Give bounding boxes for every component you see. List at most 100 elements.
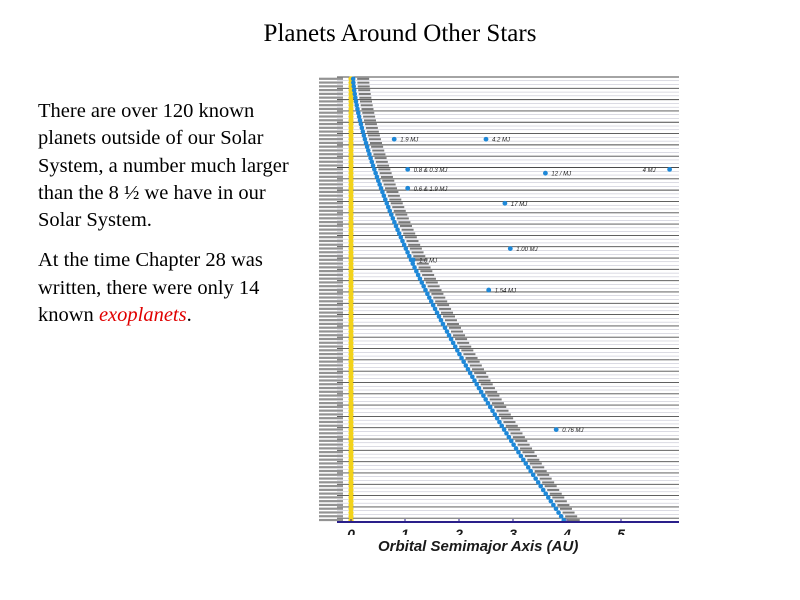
star-dot (348, 336, 354, 342)
star-name-mark (319, 134, 343, 137)
star-name-mark (319, 281, 343, 284)
planet-dot (436, 314, 442, 319)
mass-label-mark (431, 292, 444, 295)
mass-label-mark (459, 345, 472, 348)
star-dot (348, 351, 354, 357)
mass-label-mark (485, 390, 498, 393)
planet-dot (492, 412, 498, 417)
planet-dot (351, 84, 357, 89)
mass-label-mark (534, 470, 547, 473)
planet-dot (405, 166, 411, 172)
star-dot (348, 313, 354, 320)
planet-dot (487, 404, 493, 410)
mass-label-mark (441, 311, 454, 314)
star-name-mark (319, 115, 343, 118)
star-name-mark (319, 375, 343, 378)
mass-label-mark (539, 477, 552, 480)
star-name-mark (319, 364, 343, 367)
planet-dot (483, 136, 489, 142)
star-name-mark (319, 488, 343, 491)
planet-dot (556, 510, 561, 515)
planet-dot (481, 393, 486, 398)
mass-label: 1.00 MJ (516, 247, 538, 253)
mass-label-mark (411, 251, 424, 254)
star-dot (348, 125, 354, 131)
star-dot (348, 249, 354, 255)
planet-dot (357, 118, 363, 123)
star-name-mark (319, 402, 343, 405)
star-dot (348, 219, 354, 225)
planet-dot (393, 223, 399, 229)
star-name-mark (319, 77, 343, 80)
x-tick-label: 4 (562, 526, 571, 535)
star-name-mark (319, 262, 343, 265)
star-name-mark (319, 484, 343, 488)
planet-dot (432, 306, 438, 312)
planet-dot (513, 446, 519, 451)
planet-dot (667, 166, 672, 172)
planet-dot (415, 272, 421, 278)
planet-dot (419, 280, 425, 285)
star-name-mark (319, 413, 343, 416)
mass-label-mark (520, 447, 533, 450)
mass-label-mark (532, 466, 545, 469)
planet-dot (425, 291, 430, 297)
mass-label: 1.0 MJ (419, 258, 438, 264)
mass-label-mark (527, 458, 540, 461)
star-dot (348, 268, 354, 274)
star-name-mark (319, 371, 343, 375)
exoplanets-link[interactable]: exoplanets (98, 304, 187, 327)
planet-dot (459, 355, 464, 361)
planet-dot (548, 498, 554, 504)
star-name-mark (319, 447, 343, 450)
star-name-mark (319, 175, 343, 178)
planet-dot (367, 152, 372, 157)
star-dot (348, 91, 354, 97)
mass-label-mark (357, 81, 370, 84)
star-dot (348, 147, 354, 154)
mass-label-mark (508, 428, 521, 431)
planet-dot (504, 431, 509, 436)
star-dot (348, 185, 354, 191)
mass-label-mark (537, 473, 550, 476)
planet-dot (410, 257, 416, 263)
star-name-mark (319, 511, 343, 514)
star-name-mark (319, 277, 343, 280)
mass-label-mark (377, 164, 390, 167)
star-dot (348, 272, 354, 278)
mass-label-mark (358, 89, 371, 92)
star-name-mark (319, 383, 343, 386)
star-dot (348, 87, 354, 93)
planet-dot (380, 189, 385, 195)
star-name-mark (319, 224, 343, 227)
star-dot (348, 163, 354, 169)
mass-label-mark (491, 402, 504, 405)
mass-label-mark (517, 443, 530, 446)
planet-dot (421, 284, 426, 289)
star-name-mark (319, 398, 343, 401)
mass-label-mark (367, 134, 380, 137)
star-name-mark (319, 507, 343, 510)
star-dot (348, 155, 354, 161)
mass-label-mark (457, 341, 470, 344)
mass-label-mark (469, 364, 482, 367)
star-dot (348, 460, 354, 467)
star-dot (348, 181, 354, 188)
mass-label-mark (418, 266, 431, 269)
planet-dot (362, 136, 368, 142)
planet-dot (350, 76, 356, 82)
star-name-mark (319, 194, 343, 197)
star-name-mark (319, 390, 343, 393)
planet-dot (508, 438, 514, 444)
mass-label-mark (554, 500, 567, 503)
mass-label-mark (370, 141, 383, 144)
planet-dot (405, 185, 411, 191)
mass-label-mark (372, 149, 385, 152)
star-dot (348, 295, 354, 301)
mass-label-mark (420, 270, 433, 273)
planet-dot (476, 385, 482, 391)
star-name-mark (319, 270, 343, 273)
star-dot (348, 132, 354, 139)
star-name-mark (319, 168, 343, 171)
mass-label-mark (425, 281, 438, 284)
